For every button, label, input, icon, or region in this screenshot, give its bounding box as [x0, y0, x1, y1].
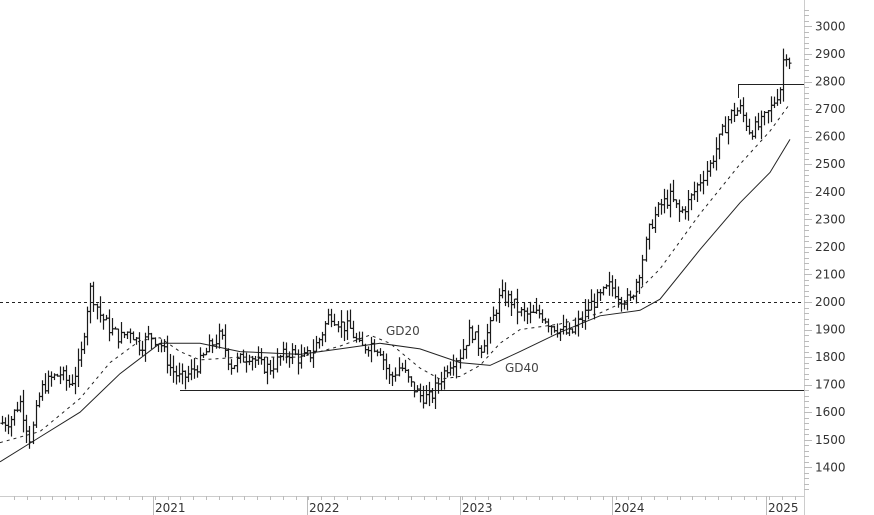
y-tick-label: 1400	[815, 460, 846, 474]
x-axis: 2021 2022 2023 2024 2025	[0, 496, 804, 515]
x-tick-label: 2024	[614, 501, 645, 515]
y-tick-label: 2900	[815, 47, 846, 61]
y-tick-label: 2600	[815, 130, 846, 144]
y-tick-label: 1600	[815, 405, 846, 419]
gd40-line	[0, 139, 791, 463]
y-tick-label: 1700	[815, 378, 846, 392]
y-tick-label: 2100	[815, 267, 846, 281]
price-bars	[0, 48, 792, 449]
horizontal-levels	[0, 84, 804, 391]
y-axis: 1400 1500 1600 1700 1800 1900 2000 2100 2200 2300…	[804, 0, 846, 515]
y-tick-label: 2800	[815, 75, 846, 89]
moving-averages	[0, 103, 791, 463]
x-tick-label: 2021	[155, 501, 186, 515]
y-tick-label: 2300	[815, 212, 846, 226]
y-tick-label: 1900	[815, 323, 846, 337]
y-tick-label: 2400	[815, 185, 846, 199]
y-tick-label: 2000	[815, 295, 846, 309]
y-tick-label: 3000	[815, 19, 846, 33]
y-tick-label: 2500	[815, 157, 846, 171]
x-tick-label: 2025	[768, 501, 799, 515]
y-tick-label: 2200	[815, 240, 846, 254]
gd20-label: GD20	[386, 324, 420, 338]
gd20-line	[0, 103, 791, 444]
x-tick-label: 2022	[309, 501, 340, 515]
y-tick-label: 2700	[815, 102, 846, 116]
y-tick-label: 1800	[815, 350, 846, 364]
y-tick-label: 1500	[815, 433, 846, 447]
x-tick-label: 2023	[462, 501, 493, 515]
gd40-label: GD40	[505, 361, 539, 375]
